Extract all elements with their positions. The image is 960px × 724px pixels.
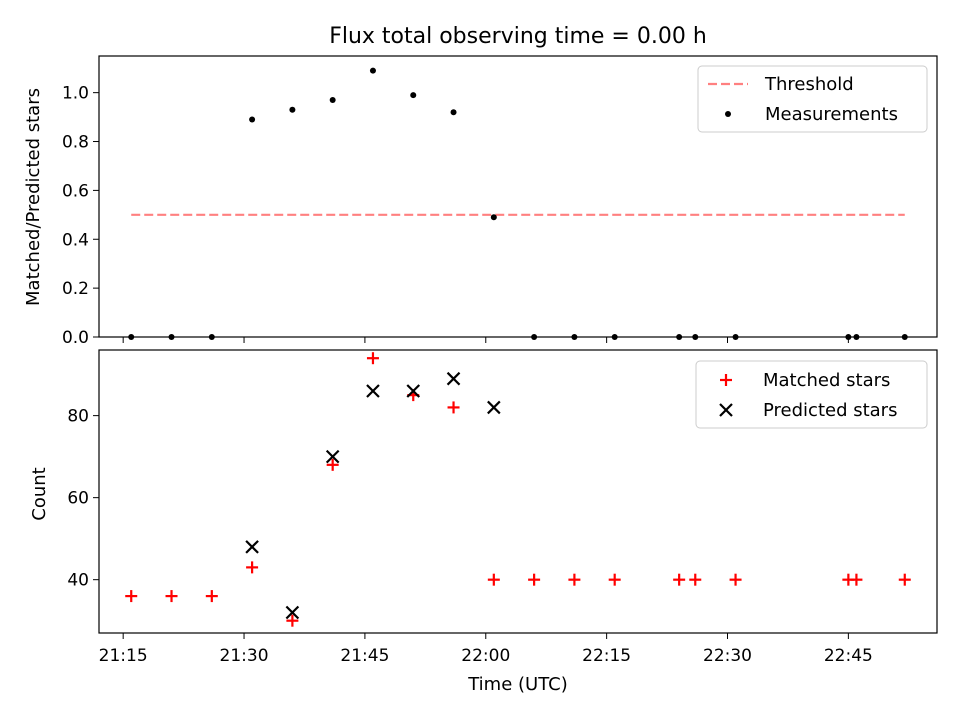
legend-predicted-swatch [719, 403, 733, 417]
bottom-y-tick-label: 80 [67, 407, 89, 427]
legend-measurements-label: Measurements [765, 104, 898, 125]
predicted-star-point [406, 384, 421, 398]
x-tick-label: 21:15 [99, 646, 148, 666]
bottom-legend: Matched stars Predicted stars [695, 360, 928, 429]
top-plot: 0.0 0.2 0.4 0.6 0.8 1.0 Threshold Measurements [62, 55, 938, 348]
predicted-star-point [487, 400, 501, 415]
predicted-star-point [366, 384, 380, 398]
measurement-point [410, 92, 417, 99]
measurement-point [128, 334, 135, 340]
measurement-point [692, 334, 699, 340]
legend-matched-swatch [720, 374, 732, 386]
x-tick-label: 21:45 [340, 646, 389, 666]
legend-predicted-label: Predicted stars [763, 400, 897, 421]
measurement-point [289, 106, 296, 113]
cross-b [719, 403, 733, 417]
predicted-star-point [285, 605, 300, 620]
matched-star-point [487, 573, 500, 586]
bottom-y-axis-label: Count [29, 467, 50, 520]
cross-b [285, 605, 300, 620]
measurement-point [571, 334, 578, 340]
top-y-tick-label: 1.0 [62, 84, 89, 104]
measurement-point [168, 334, 175, 340]
top-y-axis-label: Matched/Predicted stars [23, 88, 44, 306]
measurement-point [676, 334, 683, 340]
x-tick-label: 22:00 [461, 646, 510, 666]
top-plot-frame [98, 55, 938, 338]
matched-star-point [447, 401, 460, 414]
legend-matched-label: Matched stars [763, 370, 890, 391]
top-y-tick-label: 0.4 [62, 230, 89, 250]
matched-star-point [689, 573, 702, 586]
matched-star-point [850, 573, 863, 586]
matched-star-point [528, 573, 541, 586]
cross-b [446, 371, 461, 386]
matched-star-point [326, 458, 339, 471]
x-tick-label: 22:15 [582, 646, 631, 666]
cross-b [366, 384, 380, 398]
legend-threshold-label: Threshold [764, 74, 854, 95]
measurement-point [329, 96, 336, 103]
top-y-tick-label: 0.2 [62, 279, 89, 299]
top-legend-box [697, 65, 928, 133]
predicted-star-point [446, 371, 461, 386]
measurement-point [208, 334, 215, 340]
measurement-point [531, 334, 538, 340]
cross-b [406, 384, 421, 398]
top-y-tick-label: 0.0 [62, 328, 89, 348]
bottom-legend-box [695, 360, 928, 429]
measurement-point [450, 109, 457, 116]
measurement-point [490, 214, 497, 221]
cross-b [487, 400, 501, 415]
measurement-point [845, 334, 852, 340]
x-tick-label: 22:30 [703, 646, 752, 666]
bottom-plot: 21:15 21:30 21:45 22:00 22:15 22:30 22:45 40 60 8… [67, 349, 938, 666]
matched-star-point [366, 352, 379, 365]
bottom-y-tick-label: 60 [67, 489, 89, 509]
top-legend: Threshold Measurements [697, 65, 928, 133]
predicted-star-point [245, 540, 259, 554]
measurement-point [732, 334, 739, 340]
cross-b [325, 449, 340, 464]
top-y-tick-label: 0.8 [62, 133, 89, 153]
matched-star-point [608, 573, 621, 586]
measurement-point [611, 334, 618, 340]
bottom-y-tick-label: 40 [67, 571, 89, 591]
measurement-point [853, 334, 860, 340]
x-tick-label: 21:30 [220, 646, 269, 666]
measurement-point [369, 67, 376, 74]
matched-star-point [673, 573, 686, 586]
matched-star-point [165, 590, 178, 603]
chart-title: Flux total observing time = 0.00 h [329, 24, 707, 49]
matched-star-point [205, 590, 218, 603]
matched-star-point [246, 561, 259, 574]
legend-measurements-swatch [725, 111, 731, 117]
cross-b [245, 540, 259, 554]
measurement-point [249, 116, 256, 123]
matched-star-point [898, 573, 911, 586]
matched-star-point [286, 614, 299, 627]
x-tick-label: 22:45 [824, 646, 873, 666]
bottom-plot-frame [98, 349, 938, 634]
matched-star-point [568, 573, 581, 586]
x-axis-label: Time (UTC) [467, 674, 568, 695]
measurement-point [901, 334, 908, 340]
predicted-star-point [325, 449, 340, 464]
matched-star-point [729, 573, 742, 586]
matched-star-point [125, 590, 138, 603]
top-y-tick-label: 0.6 [62, 181, 89, 201]
